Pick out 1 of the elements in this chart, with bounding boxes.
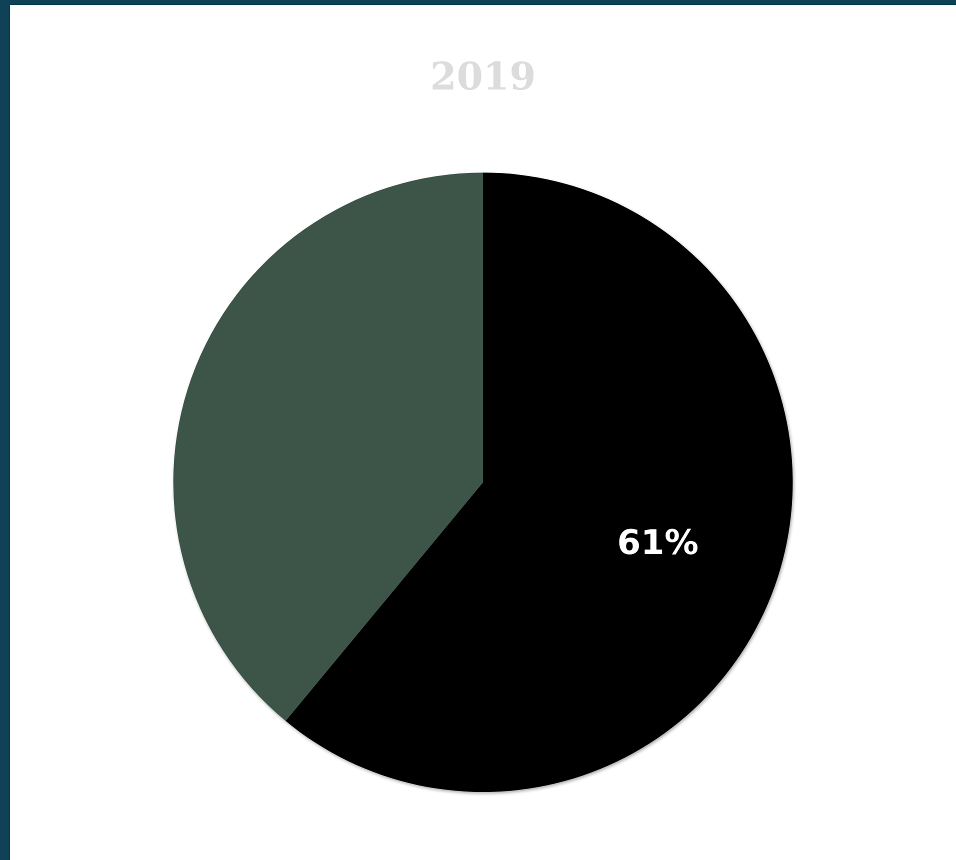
data-label: 61%: [617, 523, 699, 564]
